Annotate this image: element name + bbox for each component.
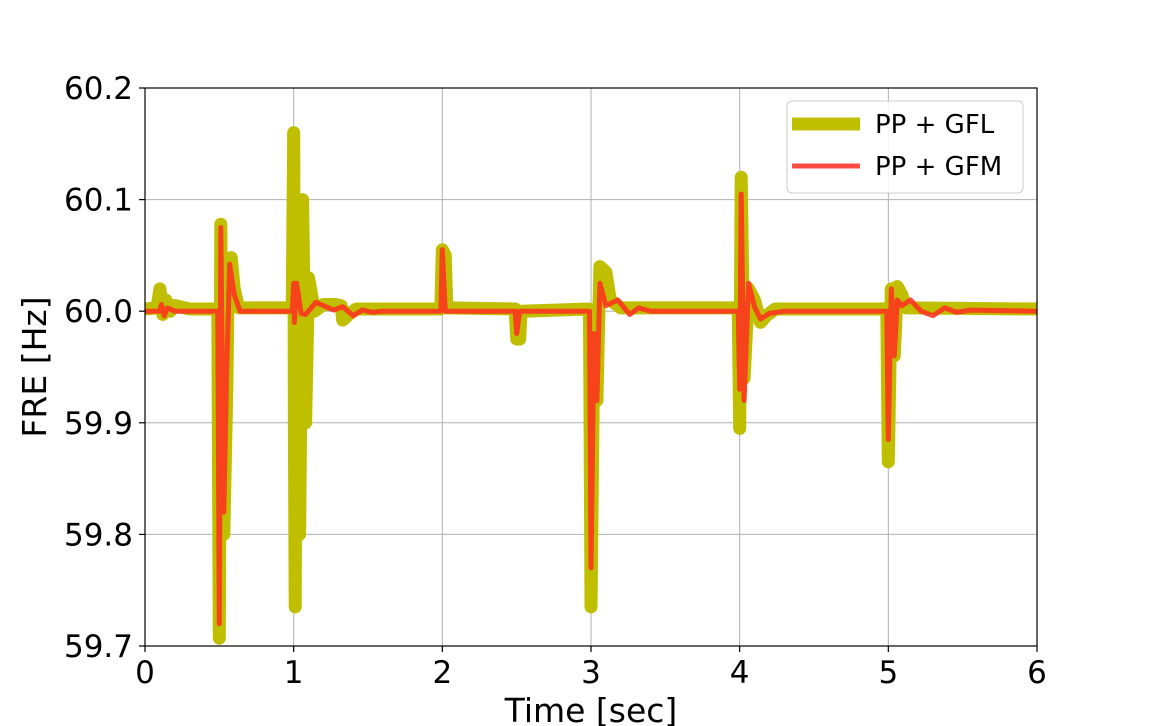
- y-tick-label: 60.2: [64, 71, 133, 107]
- x-axis-label: Time [sec]: [504, 691, 678, 726]
- x-tick-label: 2: [432, 655, 452, 691]
- x-tick-label: 0: [135, 655, 155, 691]
- legend-label-gfl: PP + GFL: [875, 110, 995, 140]
- legend: PP + GFL PP + GFM: [786, 100, 1024, 194]
- series-line-pp-gfm: [145, 191, 1037, 627]
- y-tick-label: 59.9: [64, 406, 133, 442]
- x-tick-label: 5: [878, 655, 898, 691]
- y-tick-label: 59.8: [64, 517, 133, 553]
- axis-ticks: 0 1 2 3 4 5 6 59.7 59.8 59.9 60.0 60.1 60.2: [64, 71, 1047, 691]
- x-tick-label: 4: [730, 655, 750, 691]
- y-tick-label: 60.0: [64, 294, 133, 330]
- x-tick-label: 3: [581, 655, 601, 691]
- y-tick-label: 60.1: [64, 183, 133, 219]
- x-tick-label: 1: [284, 655, 304, 691]
- x-tick-label: 6: [1027, 655, 1047, 691]
- series-layer: [145, 126, 1037, 645]
- y-tick-label: 59.7: [64, 629, 133, 665]
- legend-label-gfm: PP + GFM: [875, 152, 1002, 182]
- y-axis-label: FRE [Hz]: [15, 296, 54, 437]
